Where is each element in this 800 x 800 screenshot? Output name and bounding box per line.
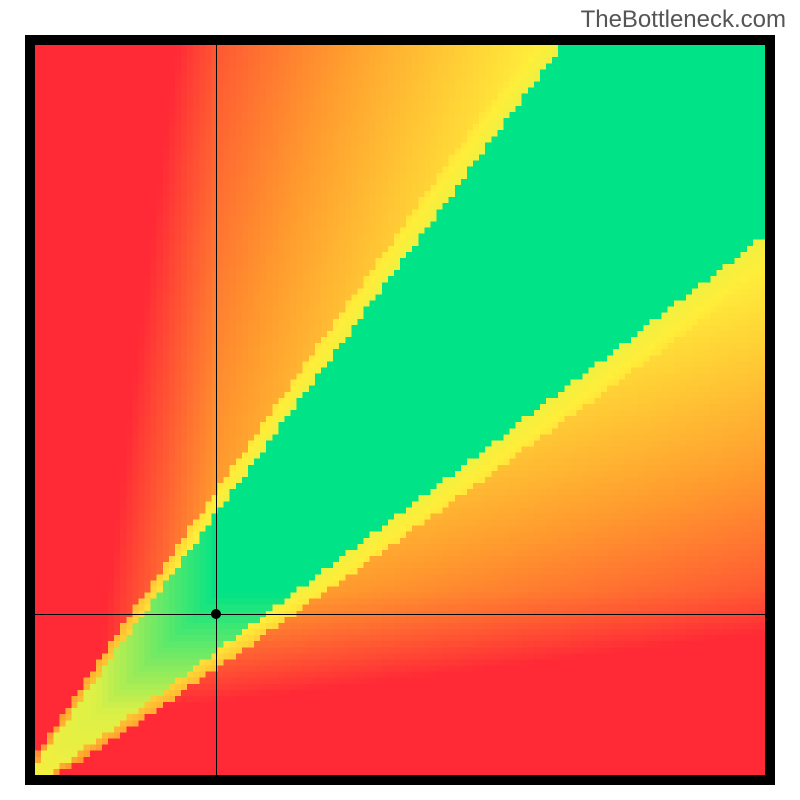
heatmap-canvas (35, 45, 765, 775)
crosshair-vertical (216, 45, 217, 775)
container: TheBottleneck.com (0, 0, 800, 800)
plot-frame (25, 35, 775, 785)
marker-dot (211, 609, 221, 619)
crosshair-horizontal (35, 614, 765, 615)
watermark-text: TheBottleneck.com (581, 6, 786, 34)
